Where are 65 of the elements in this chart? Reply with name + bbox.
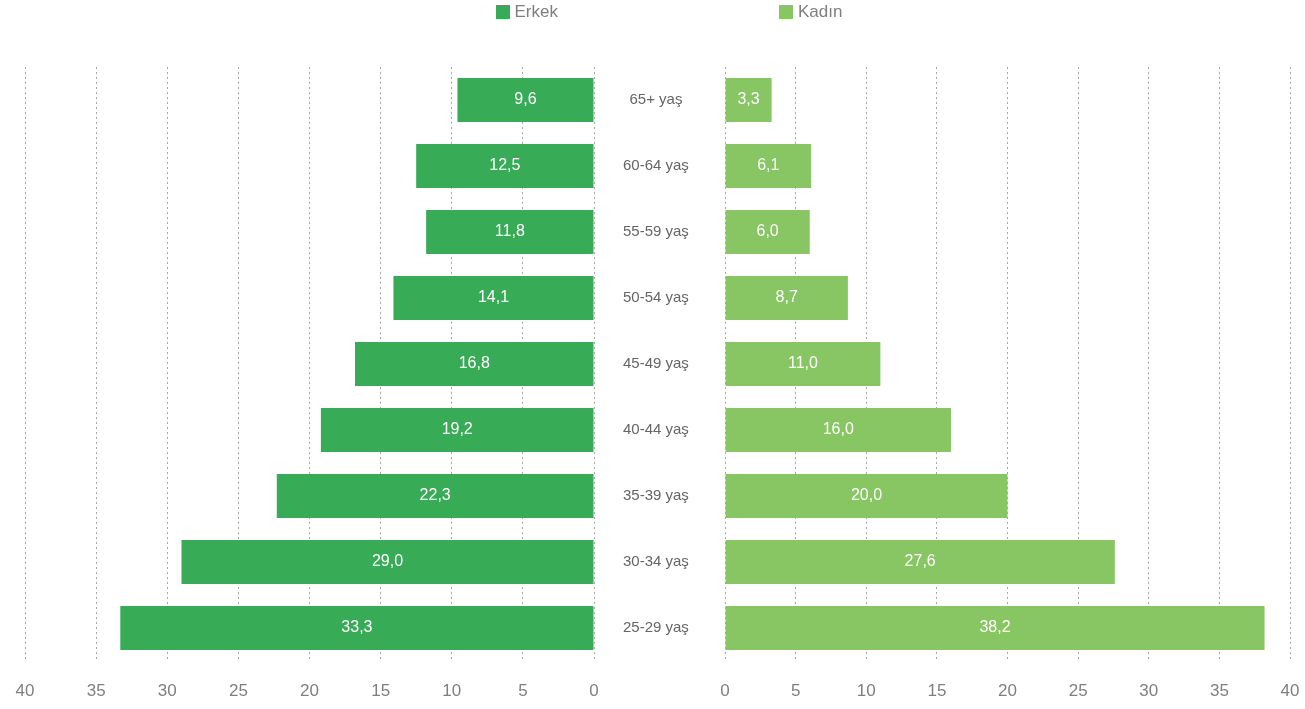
data-label: 6,0 — [756, 222, 779, 240]
bar — [725, 539, 1115, 585]
y-tick-label: 30-34 yaş — [623, 552, 689, 570]
bar — [355, 341, 594, 387]
bar — [393, 275, 594, 321]
legend-label: Erkek — [514, 1, 558, 23]
x-tick-label: 30 — [1139, 680, 1159, 700]
bar — [725, 77, 772, 123]
bar — [725, 605, 1265, 651]
y-tick-label: 25-29 yaş — [623, 618, 689, 636]
bar — [725, 143, 812, 189]
x-tick-label: 20 — [998, 680, 1017, 700]
y-tick-label: 35-39 yaş — [623, 486, 689, 504]
bar — [120, 605, 594, 651]
data-label: 16,8 — [458, 354, 490, 372]
y-tick-label: 40-44 yaş — [623, 420, 689, 438]
bar — [457, 77, 594, 123]
bar — [320, 407, 594, 453]
y-tick-label: 50-54 yaş — [623, 288, 689, 306]
y-tick-label: 65+ yaş — [629, 90, 683, 108]
bar — [725, 341, 881, 387]
data-label: 22,3 — [419, 486, 451, 504]
x-tick-label: 15 — [927, 680, 947, 700]
x-tick-label: 10 — [442, 680, 462, 700]
x-tick-label: 0 — [589, 680, 599, 700]
data-label: 20,0 — [850, 486, 883, 504]
x-tick-label: 25 — [228, 680, 248, 700]
x-tick-label: 5 — [790, 680, 801, 700]
data-label: 3,3 — [737, 90, 760, 108]
data-label: 11,0 — [787, 354, 819, 372]
x-tick-label: 35 — [86, 680, 106, 700]
y-tick-label: 60-64 yaş — [623, 156, 689, 174]
bar — [276, 473, 594, 519]
data-label: 12,5 — [489, 156, 521, 174]
y-tick-label: 55-59 yaş — [623, 222, 689, 240]
bar — [426, 209, 594, 255]
bar — [416, 143, 594, 189]
x-tick-label: 15 — [371, 680, 391, 700]
data-label: 6,1 — [757, 156, 780, 174]
y-tick-label: 45-49 yaş — [623, 354, 689, 372]
data-label: 11,8 — [494, 222, 525, 240]
x-tick-label: 30 — [157, 680, 177, 700]
x-tick-label: 25 — [1068, 680, 1088, 700]
bar — [725, 407, 951, 453]
x-tick-label: 0 — [720, 680, 730, 700]
data-label: 14,1 — [477, 288, 510, 306]
data-label: 27,6 — [904, 552, 936, 570]
x-tick-label: 40 — [15, 680, 35, 700]
bar — [725, 209, 810, 255]
data-label: 38,2 — [979, 618, 1011, 636]
x-tick-label: 40 — [1280, 680, 1300, 700]
bar — [181, 539, 594, 585]
x-tick-label: 5 — [518, 680, 528, 700]
data-label: 19,2 — [441, 420, 473, 438]
data-label: 9,6 — [514, 90, 537, 108]
data-label: 33,3 — [341, 618, 373, 636]
x-tick-label: 35 — [1209, 680, 1229, 700]
bar — [725, 473, 1008, 519]
data-label: 16,0 — [822, 420, 854, 438]
x-tick-label: 20 — [300, 680, 319, 700]
legend-label: Kadın — [798, 1, 843, 23]
data-label: 8,7 — [775, 288, 798, 306]
x-tick-label: 10 — [856, 680, 876, 700]
data-label: 29,0 — [371, 552, 404, 570]
bar — [725, 275, 848, 321]
